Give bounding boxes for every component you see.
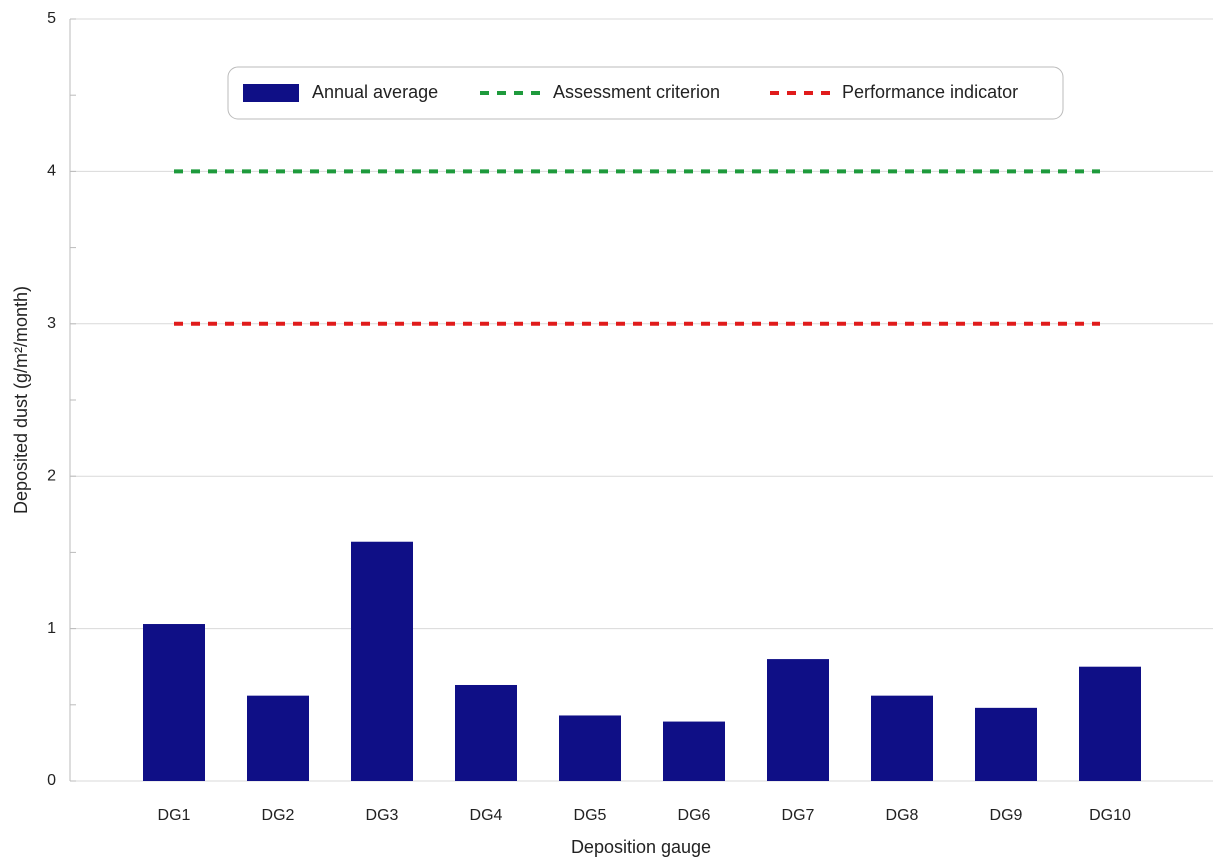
bar: [143, 624, 205, 781]
bar: [871, 695, 933, 781]
bar: [767, 659, 829, 781]
x-tick-label: DG7: [782, 807, 815, 824]
legend-label: Annual average: [312, 82, 438, 102]
x-tick-label: DG10: [1089, 807, 1131, 824]
x-tick-label: DG6: [678, 807, 711, 824]
x-tick-label: DG4: [470, 807, 503, 824]
x-tick-label: DG8: [886, 807, 919, 824]
legend-box: [227, 66, 1064, 120]
y-axis-title: Deposited dust (g/m²/month): [11, 286, 31, 514]
bar: [663, 721, 725, 781]
x-tick-label: DG3: [366, 807, 399, 824]
bar: [351, 541, 413, 781]
bar: [975, 707, 1037, 781]
y-tick-label: 4: [47, 163, 56, 180]
x-tick-label: DG1: [158, 807, 191, 824]
y-tick-label: 1: [47, 620, 56, 637]
bar: [247, 695, 309, 781]
y-tick-label: 0: [47, 772, 56, 789]
bar: [455, 684, 517, 781]
y-tick-label: 2: [47, 467, 56, 484]
bar: [1079, 666, 1141, 781]
x-tick-label: DG9: [990, 807, 1023, 824]
y-tick-label: 3: [47, 315, 56, 332]
bar: [559, 715, 621, 781]
legend-swatch: [243, 84, 299, 102]
legend-label: Performance indicator: [842, 82, 1018, 102]
x-axis-title: Deposition gauge: [571, 837, 711, 857]
x-tick-label: DG2: [262, 807, 295, 824]
y-tick-label: 5: [47, 10, 56, 27]
legend-label: Assessment criterion: [553, 82, 720, 102]
x-tick-label: DG5: [574, 807, 607, 824]
